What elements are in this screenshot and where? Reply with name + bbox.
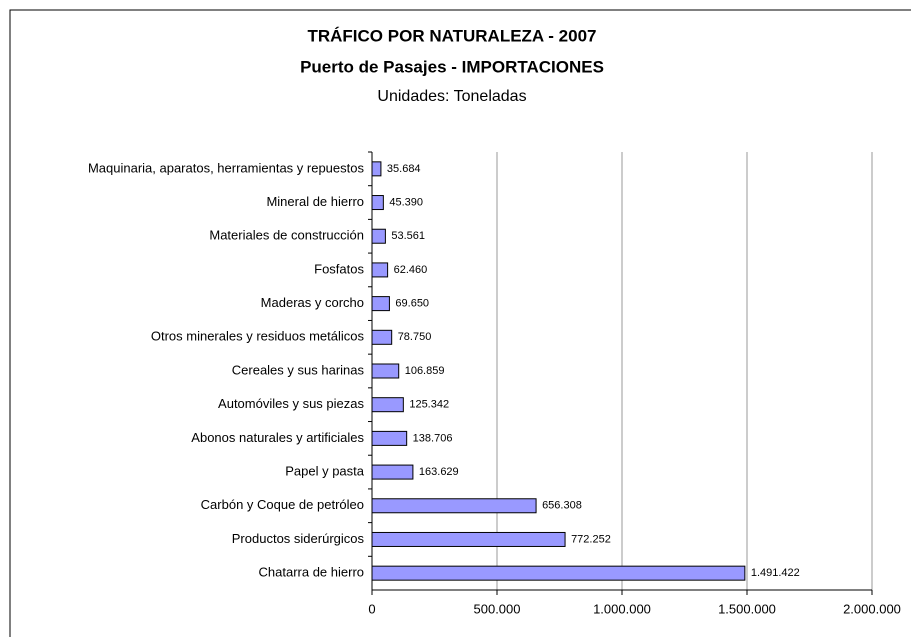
value-label: 69.650: [395, 298, 429, 310]
y-tick-label: Productos siderúrgicos: [232, 531, 365, 546]
y-tick-label: Carbón y Coque de petróleo: [201, 497, 364, 512]
y-tick-label: Abonos naturales y artificiales: [191, 430, 364, 445]
bar: [371, 195, 384, 211]
bar: [371, 430, 408, 446]
x-tick-label: 2.000.000: [843, 601, 901, 616]
chart-title: TRÁFICO POR NATURALEZA - 2007: [307, 26, 596, 45]
bar: [371, 531, 566, 547]
x-tick-label: 0: [368, 601, 375, 616]
bar: [371, 397, 404, 413]
chart-units: Unidades: Toneladas: [377, 88, 526, 105]
bar: [371, 498, 537, 514]
value-label: 656.308: [542, 500, 582, 512]
y-tick-label: Fosfatos: [314, 261, 364, 276]
value-label: 53.561: [391, 230, 425, 242]
chart-subtitle: Puerto de Pasajes - IMPORTACIONES: [300, 57, 604, 76]
y-tick-label: Maquinaria, aparatos, herramientas y rep…: [88, 160, 365, 175]
y-tick-label: Mineral de hierro: [266, 194, 364, 209]
value-label: 45.390: [389, 196, 423, 208]
value-label: 106.859: [405, 365, 445, 377]
value-label: 163.629: [419, 466, 459, 478]
y-tick-label: Otros minerales y residuos metálicos: [151, 329, 365, 344]
y-tick-label: Automóviles y sus piezas: [218, 396, 364, 411]
value-label: 78.750: [398, 331, 432, 343]
y-tick-label: Cereales y sus harinas: [232, 362, 365, 377]
value-label: 138.706: [413, 432, 453, 444]
bar: [371, 262, 389, 278]
x-tick-label: 1.000.000: [593, 601, 651, 616]
y-tick-label: Maderas y corcho: [261, 295, 364, 310]
bar: [371, 565, 746, 581]
value-label: 35.684: [387, 163, 421, 175]
x-tick-label: 500.000: [474, 601, 521, 616]
x-tick-label: 1.500.000: [718, 601, 776, 616]
bar: [371, 329, 393, 345]
bar: [371, 363, 400, 379]
bar: [371, 161, 382, 177]
bar: [371, 296, 390, 312]
y-tick-label: Chatarra de hierro: [259, 565, 365, 580]
bar: [371, 228, 386, 244]
bar: [371, 464, 414, 480]
value-label: 772.252: [571, 533, 611, 545]
y-tick-label: Papel y pasta: [285, 464, 365, 479]
value-label: 125.342: [409, 399, 449, 411]
value-label: 1.491.422: [751, 567, 800, 579]
chart-border: [9, 9, 911, 637]
value-label: 62.460: [394, 264, 428, 276]
y-tick-label: Materiales de construcción: [209, 228, 364, 243]
